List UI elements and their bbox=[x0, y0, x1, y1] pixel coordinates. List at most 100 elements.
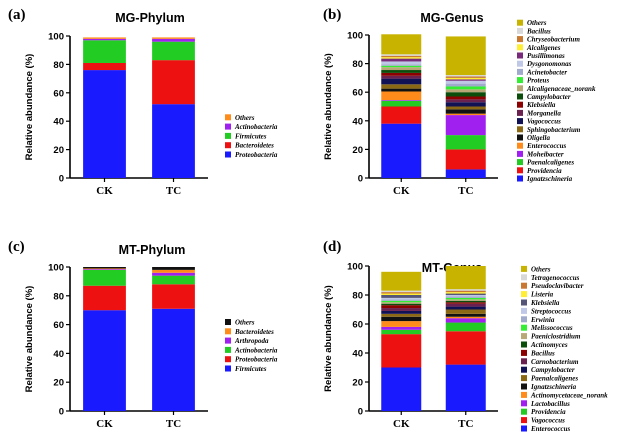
legend-entry: Ignatzschineria bbox=[530, 383, 577, 391]
x-tick-label: CK bbox=[96, 418, 113, 430]
legend-entry: Actinomycetaceae_norank bbox=[530, 391, 608, 399]
legend-entry: Oligella bbox=[527, 134, 550, 142]
bar-segment-tc-actinomycetaceae-norank bbox=[445, 316, 486, 319]
legend-swatch bbox=[521, 417, 527, 424]
legend-swatch bbox=[517, 159, 523, 166]
bar-segment-tc-ignatzschineria bbox=[445, 169, 486, 178]
bar-segment-ck-others bbox=[381, 271, 422, 291]
legend-entry: Bacillus bbox=[526, 27, 551, 35]
bar-segment-tc-lactobacillus bbox=[445, 318, 486, 323]
legend-swatch bbox=[225, 123, 231, 130]
bar-segment-ck-klebsiella bbox=[381, 72, 422, 76]
y-axis-label: Relative abundance (%) bbox=[323, 53, 334, 160]
chart-title: MT-Phylum bbox=[119, 243, 186, 257]
legend-swatch bbox=[225, 114, 231, 121]
y-tick-label: 0 bbox=[358, 174, 363, 185]
bar-segment-tc-melissococcus bbox=[445, 297, 486, 300]
y-tick-label: 60 bbox=[53, 88, 64, 99]
chart-panel-1: (a) MG-Phylum Relative abundance (%) 0 20 40 6… bbox=[8, 7, 278, 197]
bar-segment-tc-sphingobacterium bbox=[445, 106, 486, 110]
legend-swatch bbox=[521, 316, 527, 323]
bar-segment-ck-chryseobacterium bbox=[381, 55, 422, 58]
legend-swatch bbox=[517, 68, 523, 75]
panel-label: (a) bbox=[8, 7, 26, 23]
legend-entry: Dysgonomonas bbox=[526, 60, 572, 68]
bar-segment-ck-firmicutes bbox=[83, 40, 126, 63]
y-tick-label: 20 bbox=[53, 378, 64, 389]
legend-swatch bbox=[517, 118, 523, 125]
y-tick-label: 100 bbox=[48, 32, 64, 43]
bar-segment-ck-actinobacteria bbox=[83, 269, 126, 286]
bar-segment-ck-ignatzschineria bbox=[381, 316, 422, 322]
legend-entry: Klebsiella bbox=[530, 299, 560, 307]
bar-segment-tc-bacillus bbox=[445, 302, 486, 304]
bar-segment-ck-alcaligenes bbox=[381, 57, 422, 59]
legend-swatch bbox=[225, 337, 231, 344]
legend-swatch bbox=[521, 391, 527, 398]
bar-segment-tc-actinobacteria bbox=[152, 275, 195, 285]
bar-segment-ck-pseudoclavibacter bbox=[381, 292, 422, 294]
bar-segment-tc-arthropoda bbox=[152, 272, 195, 276]
legend-entry: Enterococcus bbox=[526, 142, 567, 150]
panel-label: (d) bbox=[323, 239, 341, 255]
y-tick-label: 40 bbox=[352, 116, 363, 127]
x-tick-label: TC bbox=[166, 418, 181, 430]
bar-segment-ck-vagococcus bbox=[381, 78, 422, 85]
legend-entry: Campylobacter bbox=[527, 93, 571, 101]
legend-swatch bbox=[517, 109, 523, 116]
bar-segment-ck-proteobacteria bbox=[83, 285, 126, 311]
y-axis-label: Relative abundance (%) bbox=[24, 286, 35, 393]
bar-segment-tc-klebsiella bbox=[445, 293, 486, 295]
legend-swatch bbox=[521, 282, 527, 289]
legend-swatch bbox=[517, 52, 523, 59]
legend-entry: Vagococcus bbox=[531, 417, 565, 425]
legend-entry: Pusillimonas bbox=[527, 52, 565, 60]
bar-segment-ck-bacteroidetes bbox=[83, 62, 126, 71]
bar-segment-ck-paenalcaligenes bbox=[381, 313, 422, 317]
bar-segment-tc-paenalcaligenes bbox=[445, 135, 486, 150]
bar-segment-tc-streptococcus bbox=[445, 295, 486, 297]
bar-segment-ck-proteus bbox=[381, 65, 422, 68]
y-tick-label: 0 bbox=[59, 407, 64, 418]
bar-segment-tc-enterococcus bbox=[445, 113, 486, 116]
bar-segment-ck-tetragenococcus bbox=[381, 290, 422, 293]
legend-swatch bbox=[521, 366, 527, 373]
bar-segment-tc-alcaligenaceae-norank bbox=[445, 89, 486, 93]
legend-entry: Sphingobacterium bbox=[527, 126, 581, 134]
bar-segment-tc-vagococcus bbox=[445, 102, 486, 107]
legend-swatch bbox=[517, 142, 523, 149]
legend-swatch bbox=[225, 132, 231, 139]
bar-segment-ck-sphingobacterium bbox=[381, 84, 422, 89]
bar-segment-ck-acinetobacter bbox=[381, 64, 422, 66]
legend-swatch bbox=[517, 60, 523, 67]
y-tick-label: 20 bbox=[53, 145, 64, 156]
bar-segment-tc-pseudoclavibacter bbox=[445, 290, 486, 293]
bar-segment-ck-others bbox=[83, 37, 126, 39]
bar-segment-ck-dysgonomonas bbox=[381, 61, 422, 65]
legend-entry: Vagococcus bbox=[527, 118, 561, 126]
legend-entry: Pseudoclavibacter bbox=[531, 282, 584, 290]
bar-segment-ck-actinomyces bbox=[381, 303, 422, 306]
chart-panel-2: (b) MG-Genus Relative abundance (%) 0 20 40 60… bbox=[323, 7, 596, 197]
legend-entry: Alcaligenes bbox=[526, 44, 561, 52]
bar-segment-ck-klebsiella bbox=[381, 295, 422, 298]
bar-segment-ck-vagococcus bbox=[381, 334, 422, 368]
legend-swatch bbox=[517, 175, 523, 182]
bar-segment-tc-enterococcus bbox=[445, 364, 486, 411]
bar-segment-tc-carnobacterium bbox=[445, 303, 486, 307]
bar-segment-ck-bacillus bbox=[381, 54, 422, 56]
legend-swatch bbox=[521, 358, 527, 365]
bar-segment-tc-proteobacteria bbox=[152, 104, 195, 178]
bar-segment-tc-erwinia bbox=[445, 296, 486, 298]
bar-segment-ck-arthropoda bbox=[83, 269, 126, 270]
legend-entry: Providencia bbox=[527, 167, 562, 175]
bar-segment-ck-erwinia bbox=[381, 299, 422, 301]
legend-entry: Streptococcus bbox=[531, 307, 571, 315]
bar-segment-tc-oligella bbox=[445, 109, 486, 114]
bar-segment-ck-providencia bbox=[381, 329, 422, 335]
panel-label: (c) bbox=[8, 239, 25, 255]
legend-swatch bbox=[225, 365, 231, 372]
y-tick-label: 100 bbox=[347, 31, 363, 42]
chart-panel-3: (c) MT-Phylum Relative abundance (%) 0 20 40 6… bbox=[8, 239, 278, 430]
